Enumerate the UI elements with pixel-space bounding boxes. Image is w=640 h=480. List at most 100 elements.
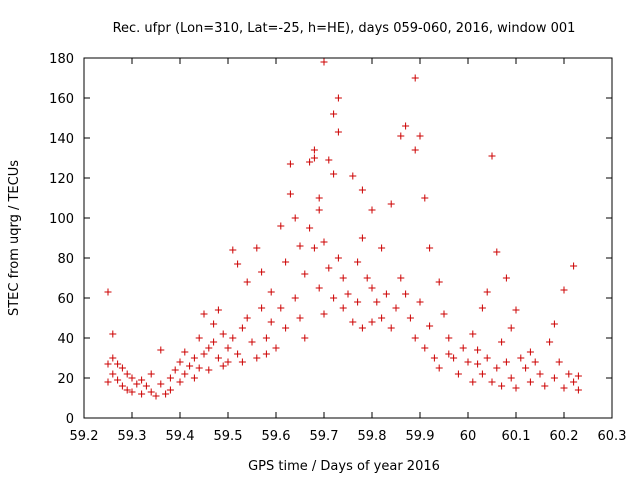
data-point <box>339 304 347 312</box>
data-point <box>224 344 232 352</box>
data-point <box>493 364 501 372</box>
data-point <box>128 388 136 396</box>
data-point <box>282 324 290 332</box>
data-point <box>550 374 558 382</box>
data-point <box>526 348 534 356</box>
y-tick-label: 20 <box>57 372 74 387</box>
data-point <box>157 346 165 354</box>
data-point <box>118 364 126 372</box>
data-point <box>512 384 520 392</box>
data-point <box>469 378 477 386</box>
data-point <box>344 290 352 298</box>
data-point <box>262 334 270 342</box>
data-point <box>310 146 318 154</box>
data-point <box>440 310 448 318</box>
data-point <box>531 358 539 366</box>
data-point <box>262 350 270 358</box>
data-point <box>229 334 237 342</box>
data-point <box>488 152 496 160</box>
data-point <box>358 234 366 242</box>
data-point <box>411 74 419 82</box>
data-point <box>402 122 410 130</box>
data-point <box>214 354 222 362</box>
data-point <box>522 364 530 372</box>
data-point <box>234 350 242 358</box>
data-point <box>296 314 304 322</box>
data-point <box>450 354 458 362</box>
data-point <box>502 358 510 366</box>
data-point <box>334 94 342 102</box>
y-tick-label: 0 <box>66 412 74 427</box>
data-point <box>195 364 203 372</box>
data-point <box>301 334 309 342</box>
data-point <box>406 314 414 322</box>
data-point <box>286 190 294 198</box>
data-point <box>114 376 122 384</box>
data-point <box>214 306 222 314</box>
data-point <box>310 154 318 162</box>
data-point <box>574 372 582 380</box>
data-point <box>392 304 400 312</box>
y-tick-label: 80 <box>57 252 74 267</box>
data-point <box>138 390 146 398</box>
y-tick-label: 140 <box>49 132 74 147</box>
data-point <box>258 304 266 312</box>
data-point <box>315 206 323 214</box>
data-point <box>368 206 376 214</box>
data-point <box>267 318 275 326</box>
data-point <box>416 132 424 140</box>
data-point <box>306 224 314 232</box>
data-point <box>142 382 150 390</box>
y-tick-label: 60 <box>57 292 74 307</box>
data-point <box>243 314 251 322</box>
data-point <box>354 258 362 266</box>
data-point <box>186 362 194 370</box>
data-point <box>560 384 568 392</box>
data-point <box>330 294 338 302</box>
data-point <box>272 344 280 352</box>
x-tick-label: 59.5 <box>214 429 243 444</box>
data-point <box>200 350 208 358</box>
data-point <box>493 248 501 256</box>
data-point <box>502 274 510 282</box>
data-point <box>478 304 486 312</box>
data-point <box>243 278 251 286</box>
data-point <box>426 322 434 330</box>
data-point <box>195 334 203 342</box>
data-point <box>546 338 554 346</box>
data-point <box>334 128 342 136</box>
data-point <box>358 186 366 194</box>
data-point <box>411 146 419 154</box>
data-point <box>320 58 328 66</box>
data-point <box>464 358 472 366</box>
plot-frame <box>83 57 613 419</box>
data-point <box>421 194 429 202</box>
data-point <box>330 170 338 178</box>
y-tick-label: 120 <box>49 172 74 187</box>
data-point <box>474 346 482 354</box>
data-point <box>570 378 578 386</box>
data-point <box>296 242 304 250</box>
x-tick-label: 59.2 <box>70 429 99 444</box>
data-point <box>200 310 208 318</box>
x-tick-label: 60.1 <box>502 429 531 444</box>
data-point <box>104 288 112 296</box>
data-point <box>219 330 227 338</box>
data-point <box>238 324 246 332</box>
data-point <box>310 244 318 252</box>
data-point <box>224 358 232 366</box>
data-point <box>349 318 357 326</box>
data-point <box>397 274 405 282</box>
data-point <box>512 306 520 314</box>
x-tick-label: 59.9 <box>406 429 435 444</box>
x-tick-label: 59.6 <box>262 429 291 444</box>
data-point <box>426 244 434 252</box>
data-point <box>229 246 237 254</box>
data-point <box>234 260 242 268</box>
data-point <box>190 374 198 382</box>
data-point <box>109 370 117 378</box>
data-point <box>123 370 131 378</box>
data-point <box>162 390 170 398</box>
